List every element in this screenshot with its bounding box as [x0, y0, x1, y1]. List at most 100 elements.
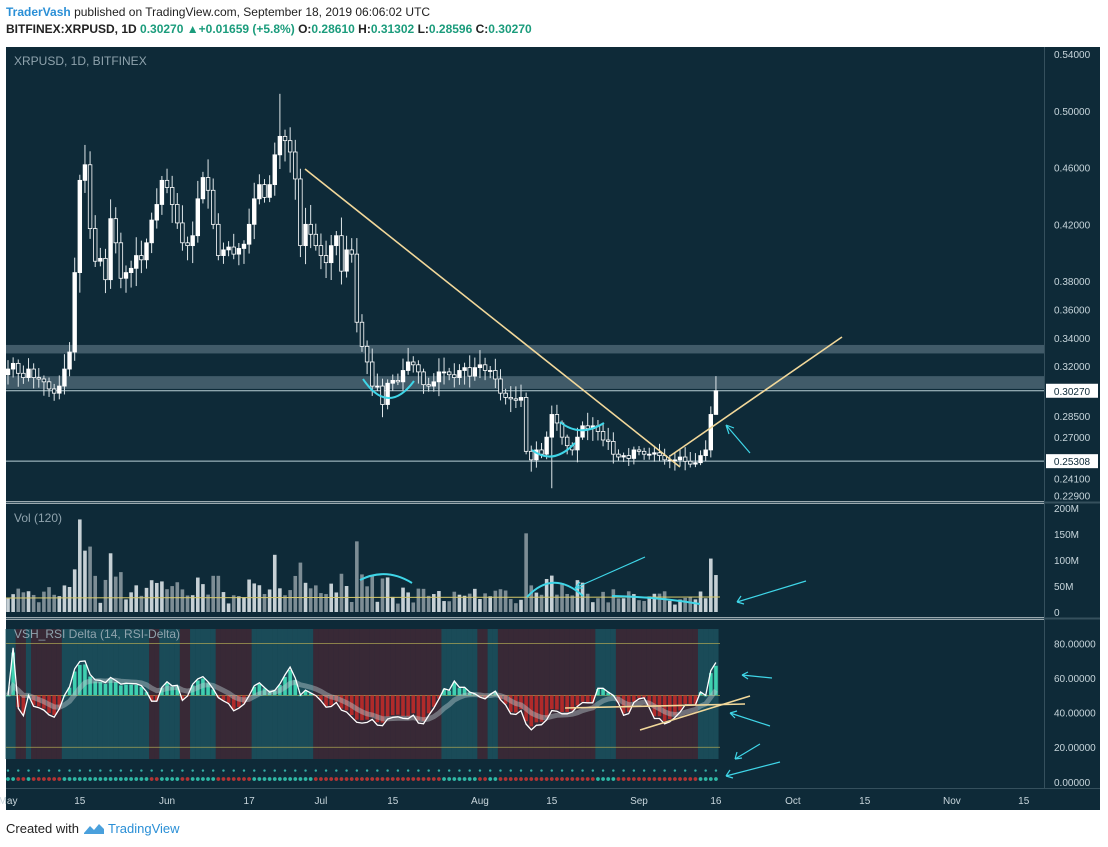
rsi-signal-dot	[395, 777, 400, 781]
volume-bar	[334, 592, 339, 612]
rsi-signal-dot	[329, 777, 334, 781]
volume-bar	[575, 580, 580, 612]
rsi-background-bar	[610, 629, 616, 759]
volume-bar	[231, 595, 236, 612]
candle-body	[180, 222, 185, 244]
rsi-background-bar	[149, 629, 155, 759]
rsi-background-bar	[497, 629, 504, 759]
rsi-small-dot	[253, 769, 256, 772]
rsi-delta-bar	[647, 695, 652, 707]
rsi-signal-dot	[452, 777, 457, 781]
rsi-delta-bar	[170, 686, 174, 696]
rsi-small-dot	[27, 769, 30, 772]
volume-arc	[359, 573, 413, 584]
arrow-annotation	[734, 743, 761, 760]
tradingview-logo-icon	[83, 823, 104, 834]
candle-body	[169, 187, 175, 205]
rsi-small-dot	[458, 769, 461, 772]
rsi-background-bar	[513, 629, 519, 759]
tradingview-brand[interactable]: TradingView	[107, 821, 180, 836]
volume-bar	[385, 577, 390, 612]
volume-bar	[360, 574, 364, 612]
candle-body	[103, 257, 108, 281]
volume-bar	[149, 580, 154, 612]
rsi-signal-dot	[26, 777, 31, 781]
up-triangle-icon: ▲	[186, 22, 199, 36]
time-axis-tick: Nov	[943, 796, 961, 807]
rsi-background-bar	[31, 629, 37, 759]
rsi-signal-dot	[354, 777, 359, 781]
rsi-delta-bar	[160, 688, 164, 696]
candle-body	[544, 436, 549, 455]
volume-bar	[6, 598, 10, 612]
candle-body	[236, 248, 242, 255]
rsi-delta-bar	[416, 695, 421, 721]
candle-body	[462, 367, 467, 371]
volume-bar	[221, 592, 226, 612]
rsi-delta-bar	[144, 692, 149, 696]
candle-body	[21, 372, 26, 378]
volume-bar	[319, 593, 323, 612]
rsi-background-bar	[533, 629, 539, 759]
volume-bar	[293, 575, 298, 612]
rsi-signal-dot	[236, 777, 241, 781]
volume-bar	[314, 585, 318, 612]
rsi-background-bar	[343, 629, 350, 759]
candle-body	[452, 374, 457, 378]
rsi-background-bar	[590, 629, 596, 759]
rsi-signal-dot	[93, 777, 98, 781]
rsi-background-bar	[246, 629, 252, 759]
candle-body	[436, 371, 442, 383]
rsi-small-dot	[129, 769, 133, 772]
candle-body	[98, 257, 103, 262]
candle-body	[72, 272, 77, 353]
rsi-signal-dot	[180, 777, 185, 781]
candle-body	[641, 450, 647, 455]
volume-bar	[662, 591, 667, 612]
rsi-trend-line	[639, 695, 751, 731]
rsi-signal-dot	[339, 777, 344, 781]
rsi-signal-dot	[206, 777, 210, 781]
volume-bar	[370, 575, 375, 612]
candle-body	[652, 452, 657, 455]
rsi-signal-dot	[139, 777, 144, 781]
chart-canvas[interactable]: 0.30270 0.25308 0.54000 0.50000 0.46000 0.42…	[0, 41, 1100, 811]
rsi-delta-bar	[211, 689, 215, 696]
rsi-small-dot	[99, 769, 102, 772]
rsi-delta-bar	[539, 695, 544, 722]
time-axis-tick: 15	[387, 796, 399, 807]
rsi-small-dot	[222, 769, 225, 772]
candle-body	[293, 151, 298, 180]
volume-bar	[426, 595, 431, 612]
rsi-background-bar	[410, 629, 416, 759]
rsi-background-bar	[323, 629, 329, 759]
rsi-delta-bar	[349, 695, 354, 715]
rsi-line	[7, 647, 717, 731]
rsi-small-dot	[489, 769, 492, 772]
rsi-pane-title: VSH_RSI Delta (14, RSI-Delta)	[14, 627, 180, 641]
candle-body	[16, 362, 21, 374]
candle-body	[216, 223, 221, 256]
volume-bar	[98, 602, 103, 612]
low-label: L:	[417, 22, 429, 36]
candle-body	[493, 370, 498, 380]
rsi-delta-bar	[319, 695, 323, 701]
rsi-delta-bar	[67, 687, 72, 696]
rsi-delta-bar	[601, 688, 605, 696]
volume-bar	[555, 594, 559, 612]
rsi-delta-bar	[580, 695, 585, 702]
candle-body	[549, 414, 554, 438]
time-axis-tick: 15	[546, 796, 558, 807]
rsi-small-dot	[324, 769, 328, 772]
arrow-annotation	[741, 671, 773, 680]
rsi-signal-dot	[313, 777, 318, 781]
volume-bar	[601, 591, 605, 612]
candle-body	[282, 135, 288, 142]
candle-body	[564, 436, 570, 447]
volume-bar	[488, 596, 493, 612]
rsi-axis-tick: 60.00000	[1054, 674, 1096, 685]
rsi-signal-dot	[303, 777, 308, 781]
author-name[interactable]: TraderVash	[6, 5, 71, 19]
rsi-delta-bar	[462, 688, 467, 696]
rsi-small-dot	[201, 769, 205, 772]
